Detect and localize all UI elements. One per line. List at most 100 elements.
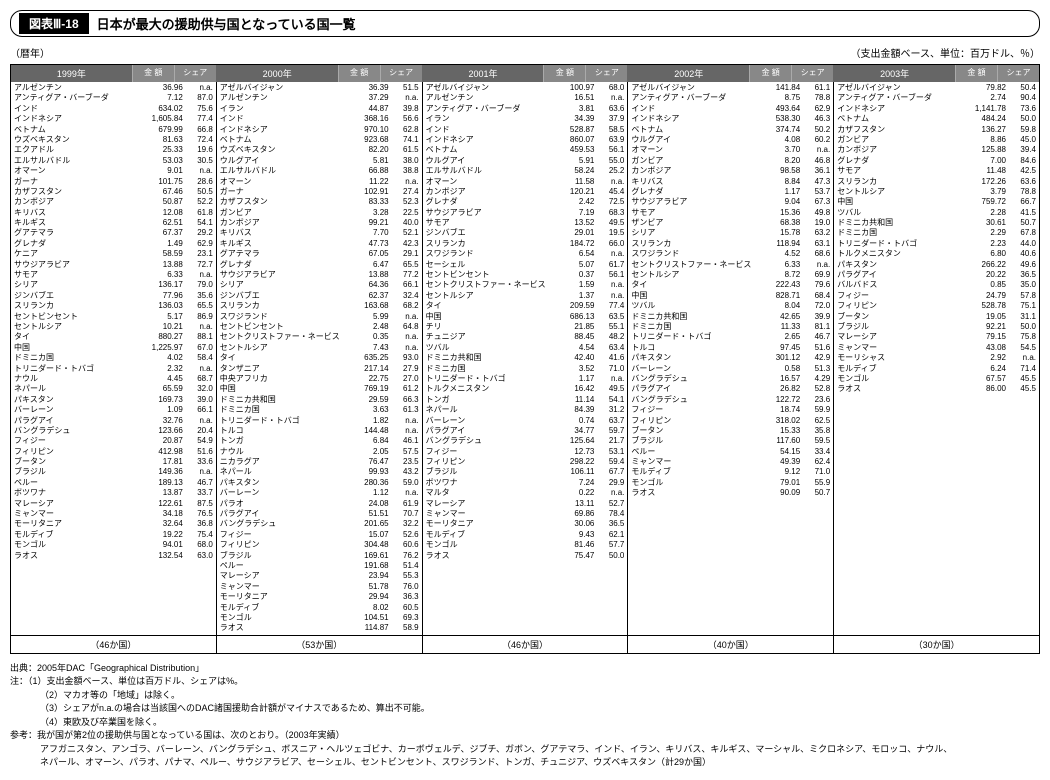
amount-value: 58.59 <box>141 249 183 259</box>
amount-value: 0.22 <box>552 488 594 498</box>
country-name: ラオス <box>631 488 758 498</box>
amount-value: 280.36 <box>347 478 389 488</box>
table-row: トリニダード・トバゴ1.82n.a. <box>220 416 419 426</box>
amount-value: 3.52 <box>552 364 594 374</box>
amount-value: 99.21 <box>347 218 389 228</box>
country-name: ペルー <box>220 561 347 571</box>
country-name: フィジー <box>631 405 758 415</box>
table-row: ベトナム679.9966.8 <box>14 125 213 135</box>
country-name: スリランカ <box>14 301 141 311</box>
country-name: エルサルバドル <box>426 166 553 176</box>
country-name: カンボジア <box>837 145 964 155</box>
country-name: ブラジル <box>631 436 758 446</box>
table-row: マレーシア13.1152.7 <box>426 499 625 509</box>
country-name: ナウル <box>220 447 347 457</box>
table-row: オマーン9.01n.a. <box>14 166 213 176</box>
share-value: 55.1 <box>594 322 624 332</box>
table-row: ネパール65.5932.0 <box>14 384 213 394</box>
country-name: サウジアラビア <box>426 208 553 218</box>
table-row: オマーン11.22n.a. <box>220 177 419 187</box>
table-row: モルディブ19.2275.4 <box>14 530 213 540</box>
share-value: 28.6 <box>183 177 213 187</box>
share-value: 33.7 <box>183 488 213 498</box>
country-name: タイ <box>426 301 553 311</box>
share-value: 93.0 <box>389 353 419 363</box>
amount-value: 15.36 <box>758 208 800 218</box>
share-value: 79.0 <box>183 280 213 290</box>
country-name: マレーシア <box>426 499 553 509</box>
table-row: チリ21.8555.1 <box>426 322 625 332</box>
country-name: モルディブ <box>837 364 964 374</box>
share-value: 54.9 <box>183 436 213 446</box>
amount-value: 217.14 <box>347 364 389 374</box>
country-name: 中国 <box>426 312 553 322</box>
share-value: n.a. <box>389 488 419 498</box>
table-row: 中国686.1363.5 <box>426 312 625 322</box>
table-row: フィリピン318.0262.5 <box>631 416 830 426</box>
country-name: バングラデシュ <box>220 519 347 529</box>
share-value: 63.6 <box>1006 177 1036 187</box>
table-row: インド368.1656.6 <box>220 114 419 124</box>
amount-value: 2.65 <box>758 332 800 342</box>
country-name: モーリタニア <box>14 519 141 529</box>
table-row: セントルシア3.7978.8 <box>837 187 1036 197</box>
share-value: 56.1 <box>594 270 624 280</box>
amount-value: 114.87 <box>347 623 389 633</box>
country-name: スリランカ <box>220 301 347 311</box>
country-name: モルディブ <box>631 467 758 477</box>
share-value: n.a. <box>389 416 419 426</box>
share-value: 72.4 <box>183 135 213 145</box>
share-value: 76.2 <box>389 551 419 561</box>
amount-value: 51.78 <box>347 582 389 592</box>
amount-value: 7.00 <box>964 156 1006 166</box>
country-name: モルディブ <box>14 530 141 540</box>
share-value: 77.2 <box>389 270 419 280</box>
table-row: モンゴル67.5745.5 <box>837 374 1036 384</box>
amount-value: 3.79 <box>964 187 1006 197</box>
amount-value: 8.86 <box>964 135 1006 145</box>
table-row: バルバドス0.8535.0 <box>837 280 1036 290</box>
share-value: 62.9 <box>800 104 830 114</box>
share-value: 35.0 <box>1006 280 1036 290</box>
country-name: ブータン <box>14 457 141 467</box>
share-value: 47.3 <box>800 177 830 187</box>
amount-value: 67.05 <box>347 249 389 259</box>
table-row: カンボジア99.2140.0 <box>220 218 419 228</box>
amount-value: 123.66 <box>141 426 183 436</box>
share-value: 41.6 <box>594 353 624 363</box>
share-value: 75.4 <box>183 530 213 540</box>
country-name: ガンビア <box>631 156 758 166</box>
country-name: ベトナム <box>14 125 141 135</box>
amount-value: 209.59 <box>552 301 594 311</box>
amount-value: 1,141.78 <box>964 104 1006 114</box>
table-row: トリニダード・トバゴ2.32n.a. <box>14 364 213 374</box>
table-row: ラオス132.5463.0 <box>14 551 213 561</box>
table-row: ナウル4.4568.7 <box>14 374 213 384</box>
table-row: ドミニカ国3.5271.0 <box>426 364 625 374</box>
share-value: 56.1 <box>594 145 624 155</box>
share-value: 81.1 <box>800 322 830 332</box>
table-row: フィジー12.7353.1 <box>426 447 625 457</box>
share-value: 61.3 <box>389 405 419 415</box>
amount-value: 4.45 <box>141 374 183 384</box>
table-row: ネパール84.3931.2 <box>426 405 625 415</box>
year-label: 2003年 <box>834 65 955 82</box>
country-name: トリニダード・トバゴ <box>426 374 553 384</box>
table-row: セントクリストファー・ネービス6.33n.a. <box>631 260 830 270</box>
amount-value: 49.39 <box>758 457 800 467</box>
country-name: パラグアイ <box>14 416 141 426</box>
amount-value: 24.08 <box>347 499 389 509</box>
share-value: 63.4 <box>594 343 624 353</box>
table-row: サモア6.33n.a. <box>14 270 213 280</box>
country-name: セントルシア <box>220 343 347 353</box>
share-value: n.a. <box>389 332 419 342</box>
amount-value: 136.03 <box>141 301 183 311</box>
table-row: スリランカ163.6868.2 <box>220 301 419 311</box>
table-row: バングラデシュ123.6620.4 <box>14 426 213 436</box>
amount-value: 8.72 <box>758 270 800 280</box>
country-name: アルゼンチン <box>426 93 553 103</box>
amount-value: 3.63 <box>347 405 389 415</box>
table-row: パラオ24.0861.9 <box>220 499 419 509</box>
share-value: n.a. <box>183 467 213 477</box>
amount-value: 9.43 <box>552 530 594 540</box>
